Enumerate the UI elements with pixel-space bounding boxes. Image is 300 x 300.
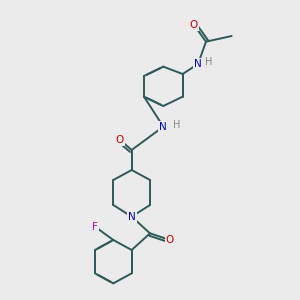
Text: N: N bbox=[160, 122, 167, 132]
Text: H: H bbox=[205, 57, 212, 67]
Text: H: H bbox=[173, 120, 180, 130]
Text: N: N bbox=[128, 212, 136, 222]
Text: N: N bbox=[194, 59, 202, 69]
Text: O: O bbox=[116, 135, 124, 145]
Text: O: O bbox=[166, 235, 174, 245]
Text: O: O bbox=[190, 20, 198, 30]
Text: F: F bbox=[92, 222, 98, 232]
